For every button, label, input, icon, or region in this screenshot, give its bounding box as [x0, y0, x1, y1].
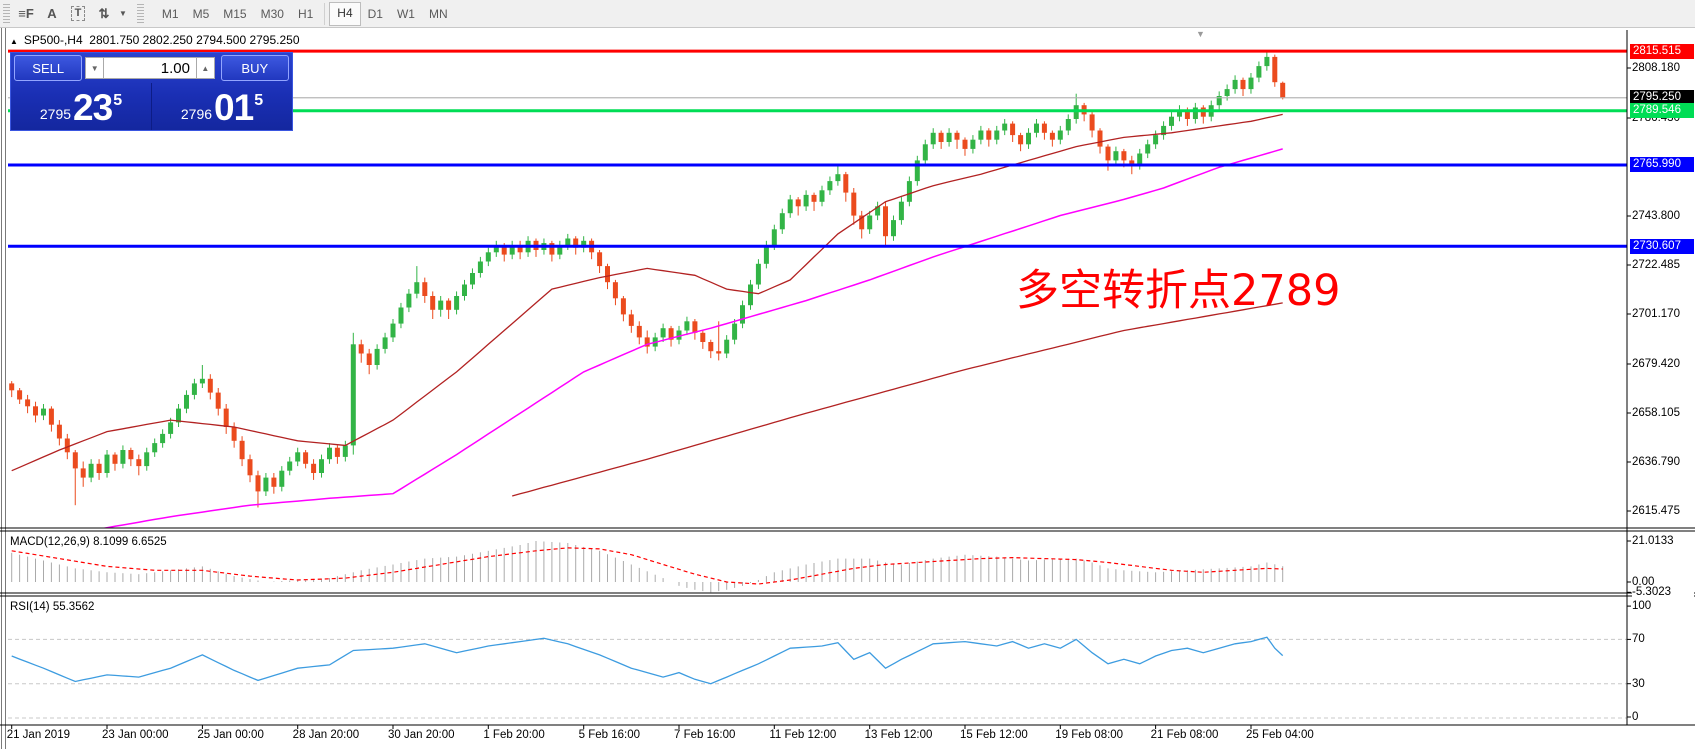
hline-price-chip: 2815.515 [1630, 43, 1694, 59]
chart-shift-marker-icon[interactable]: ▼ [1196, 29, 1205, 39]
hline-price-chip: 2765.990 [1630, 157, 1694, 173]
rsi-axis-label: 30 [1632, 676, 1694, 691]
sell-price-prefix: 2795 [39, 106, 72, 122]
macd-label: MACD(12,26,9) 8.1099 6.6525 [10, 536, 167, 548]
volume-down-button[interactable]: ▼ [85, 57, 104, 79]
buy-price-sup: 5 [254, 92, 264, 109]
price-tick-label: 2701.170 [1632, 307, 1694, 321]
rsi-axis-label: 0 [1632, 710, 1694, 724]
timeframe-M5[interactable]: M5 [192, 6, 210, 21]
volume-input[interactable] [104, 57, 196, 79]
timeframe-W1[interactable]: W1 [396, 6, 415, 21]
time-axis-label: 21 Feb 08:00 [1150, 729, 1219, 741]
timeframe-M1[interactable]: M1 [161, 6, 179, 21]
timeframe-D1[interactable]: D1 [367, 6, 383, 21]
toolbar-grip[interactable] [3, 3, 10, 24]
window-frame-line [5, 27, 6, 749]
price-tick-label: 2679.420 [1632, 357, 1694, 371]
buy-price-big: 01 [214, 87, 254, 128]
symbol-period: SP500-,H4 [23, 33, 83, 47]
text-label-tool-icon[interactable]: T [65, 3, 91, 25]
time-axis-label: 28 Jan 20:00 [292, 729, 360, 741]
hline-price-chip: 2789.546 [1630, 103, 1694, 119]
price-tick-label: 2808.180 [1632, 61, 1694, 75]
chart-header: ▲ SP500-,H4 2801.750 2802.250 2794.500 27… [10, 33, 300, 47]
time-axis-label: 1 Feb 20:00 [483, 729, 545, 741]
ohlc-values: 2801.750 2802.250 2794.500 2795.250 [89, 33, 300, 47]
timeframe-MN[interactable]: MN [428, 6, 448, 21]
price-tick-label: 2615.475 [1632, 504, 1694, 518]
time-axis-label: 19 Feb 08:00 [1055, 729, 1124, 741]
timeframe-M30[interactable]: M30 [260, 6, 284, 21]
price-tick-label: 2743.800 [1632, 209, 1694, 223]
rsi-axis-label: 70 [1632, 632, 1694, 647]
fibonacci-tool-icon[interactable]: ≡F [18, 6, 34, 21]
sell-price[interactable]: 2795 23 5 [11, 83, 152, 130]
arrows-tool-icon[interactable]: ⇅ [98, 5, 110, 21]
time-axis-label: 15 Feb 12:00 [959, 729, 1028, 741]
price-tick-label: 2636.790 [1632, 455, 1694, 469]
hline-price-chip: 2795.250 [1630, 90, 1694, 106]
hline-price-chip: 2730.607 [1630, 238, 1694, 254]
sell-price-big: 23 [73, 87, 113, 128]
time-axis-label: 30 Jan 20:00 [388, 729, 455, 741]
buy-price-prefix: 2796 [180, 106, 213, 122]
time-axis-label: 23 Jan 00:00 [102, 729, 169, 741]
text-tool-icon[interactable]: A [47, 6, 57, 21]
sell-price-sup: 5 [113, 92, 123, 109]
timeframe-H1[interactable]: H1 [297, 6, 314, 21]
time-axis-label: 13 Feb 12:00 [864, 729, 933, 741]
rsi-label: RSI(14) 55.3562 [10, 601, 95, 613]
buy-price[interactable]: 2796 01 5 [152, 83, 292, 130]
time-axis-label: 21 Jan 2019 [6, 729, 70, 741]
buy-button[interactable]: BUY [220, 55, 289, 81]
drawing-tools-group: ≡F A T ⇅ [13, 3, 117, 25]
time-axis-label: 5 Feb 16:00 [578, 729, 641, 741]
time-axis-label: 11 Feb 12:00 [769, 729, 837, 741]
timeframe-group: M1 M5 M15 M30 H1 H4 D1 W1 MN [155, 1, 455, 26]
macd-axis-label: 21.0133 [1632, 534, 1694, 549]
time-axis-label: 7 Feb 16:00 [673, 729, 736, 741]
price-tick-label: 2658.105 [1632, 406, 1694, 420]
rsi-axis-label: 100 [1632, 599, 1694, 614]
collapse-panel-arrow[interactable]: ▲ [10, 37, 18, 46]
timeframe-M15[interactable]: M15 [223, 6, 247, 21]
time-axis-label: 25 Jan 00:00 [197, 729, 264, 741]
price-tick-label: 2722.485 [1632, 258, 1694, 272]
timeframe-H4[interactable]: H4 [329, 1, 361, 26]
time-axis-label: 25 Feb 04:00 [1245, 729, 1314, 741]
chevron-down-icon[interactable]: ▼ [119, 9, 127, 18]
macd-axis-label: -5.3023 [1632, 585, 1694, 600]
sell-button[interactable]: SELL [14, 55, 83, 81]
window-frame-line [1, 27, 2, 749]
toolbar-grip2[interactable] [136, 3, 144, 24]
chart-annotation-text: 多空转折点2789 [1016, 266, 1341, 316]
one-click-trading-panel: SELL ▼ ▲ BUY 2795 23 5 2796 01 5 [10, 52, 293, 131]
volume-up-button[interactable]: ▲ [196, 57, 215, 79]
